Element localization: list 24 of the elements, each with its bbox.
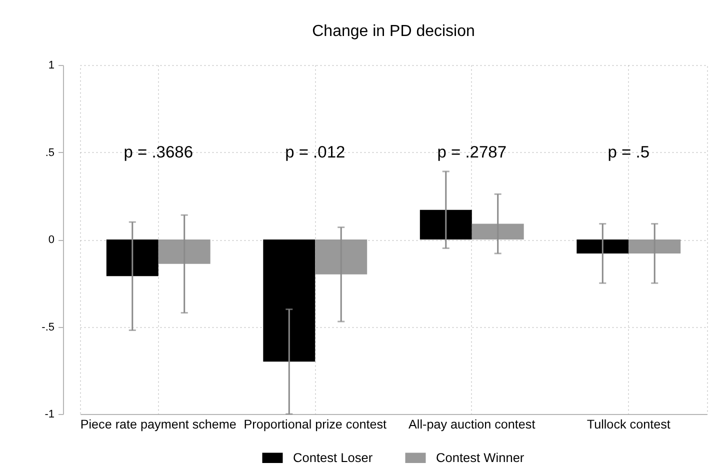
bar <box>315 240 368 274</box>
bar <box>106 240 158 276</box>
y-tick-label: .5 <box>45 146 54 159</box>
x-tick-label: Tullock contest <box>586 418 671 432</box>
chart-title: Change in PD decision <box>312 23 475 40</box>
annotation: p = .2787 <box>437 143 507 162</box>
bar <box>576 240 629 254</box>
y-tick-label: 1 <box>48 60 54 72</box>
x-tick-label: Piece rate payment scheme <box>80 418 236 432</box>
annotation: p = .3686 <box>124 143 194 162</box>
bar <box>472 224 524 240</box>
x-tick-label: All-pay auction contest <box>408 418 536 432</box>
annotation: p = .012 <box>285 143 346 162</box>
annotation: p = .5 <box>608 143 650 162</box>
bar <box>263 240 316 362</box>
bar <box>158 240 210 264</box>
x-tick-label: Proportional prize contest <box>244 418 388 432</box>
bar <box>420 210 472 240</box>
y-tick-label: 0 <box>48 234 54 246</box>
y-tick-label: -1 <box>44 408 54 420</box>
legend-label: Contest Winner <box>436 450 525 465</box>
bar <box>628 240 681 254</box>
legend-label: Contest Loser <box>293 450 374 465</box>
y-tick-label: -.5 <box>42 321 54 334</box>
